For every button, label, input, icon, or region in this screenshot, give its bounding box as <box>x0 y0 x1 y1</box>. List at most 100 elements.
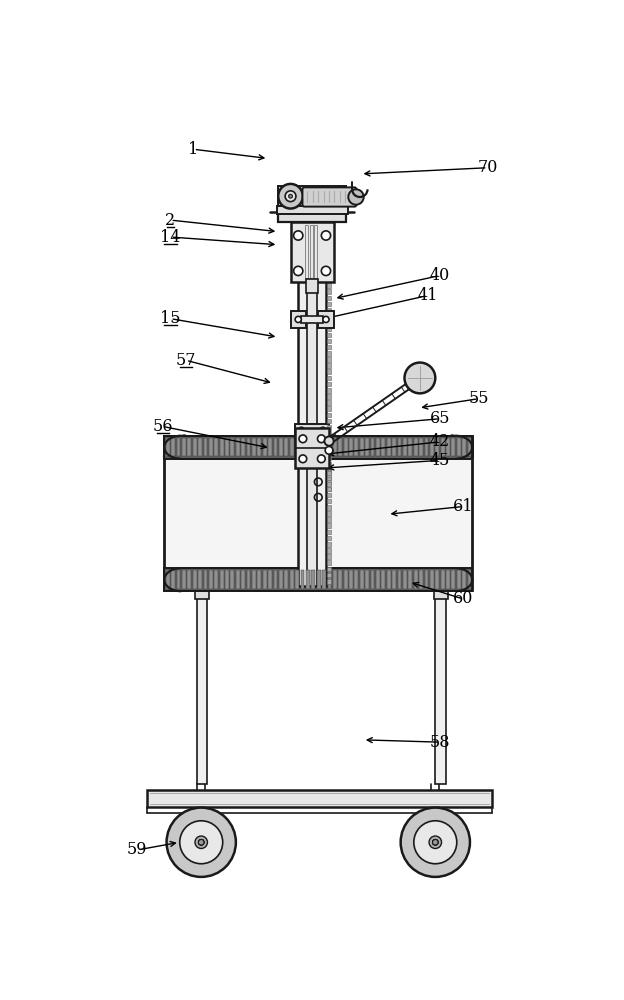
Circle shape <box>432 839 438 845</box>
Bar <box>403 438 407 456</box>
Bar <box>414 570 417 589</box>
Bar <box>327 376 331 380</box>
Circle shape <box>321 266 331 276</box>
Bar <box>327 482 331 486</box>
Bar <box>327 474 331 479</box>
Bar <box>278 186 346 206</box>
Text: 55: 55 <box>468 390 489 407</box>
Bar <box>467 570 472 589</box>
Bar <box>424 570 428 589</box>
Bar <box>381 438 385 456</box>
Bar <box>291 222 334 282</box>
Bar <box>246 438 250 456</box>
Bar <box>327 357 331 362</box>
Bar <box>295 570 299 589</box>
Circle shape <box>198 839 204 845</box>
Text: 59: 59 <box>127 841 147 858</box>
Bar <box>392 570 396 589</box>
Bar <box>327 517 331 522</box>
Bar <box>306 438 310 456</box>
Bar <box>327 567 331 571</box>
Text: 65: 65 <box>430 410 450 427</box>
Bar <box>327 314 331 319</box>
Bar <box>408 570 412 589</box>
Bar <box>327 333 331 337</box>
Bar <box>317 438 321 456</box>
Bar <box>431 794 440 800</box>
Bar <box>327 477 331 480</box>
Circle shape <box>321 231 331 240</box>
Text: 60: 60 <box>453 590 473 607</box>
Bar <box>327 277 331 282</box>
Text: 40: 40 <box>430 267 450 284</box>
Bar <box>305 225 308 278</box>
Circle shape <box>414 821 457 864</box>
Circle shape <box>198 839 204 845</box>
Bar <box>177 438 180 456</box>
Bar <box>306 570 310 589</box>
Bar <box>322 438 326 456</box>
Bar <box>273 438 278 456</box>
Bar <box>371 438 374 456</box>
Bar <box>376 438 380 456</box>
Bar <box>166 570 170 589</box>
Bar <box>344 438 348 456</box>
Circle shape <box>294 266 303 276</box>
Bar <box>301 570 305 589</box>
Circle shape <box>294 231 303 240</box>
Bar <box>387 438 391 456</box>
Bar <box>397 438 401 456</box>
Circle shape <box>180 821 223 864</box>
Circle shape <box>325 446 333 454</box>
Bar <box>349 438 353 456</box>
Bar <box>225 438 229 456</box>
Bar <box>171 570 175 589</box>
Bar <box>295 438 299 456</box>
Bar <box>327 443 331 448</box>
Bar <box>220 438 223 456</box>
Circle shape <box>429 836 442 848</box>
Bar <box>193 798 209 814</box>
Bar <box>273 570 278 589</box>
Bar <box>327 296 331 300</box>
Bar <box>322 570 326 589</box>
Circle shape <box>299 455 307 463</box>
Bar <box>182 570 186 589</box>
Bar <box>403 570 407 589</box>
Bar <box>318 311 334 328</box>
Bar <box>187 438 191 456</box>
Text: 41: 41 <box>417 287 438 304</box>
Bar <box>327 462 331 466</box>
Bar <box>301 316 323 323</box>
Circle shape <box>323 316 329 323</box>
Bar <box>285 438 288 456</box>
Circle shape <box>198 839 204 845</box>
Bar <box>446 438 450 456</box>
Bar <box>333 570 337 589</box>
Circle shape <box>298 427 305 433</box>
Bar <box>327 499 331 503</box>
Bar <box>295 428 329 468</box>
Circle shape <box>401 808 470 877</box>
Bar <box>371 570 374 589</box>
Bar <box>187 570 191 589</box>
Bar <box>327 450 331 454</box>
Circle shape <box>167 808 236 877</box>
Bar <box>327 505 331 510</box>
Circle shape <box>299 435 307 443</box>
Bar <box>430 438 434 456</box>
Bar <box>446 570 450 589</box>
Bar <box>197 590 207 784</box>
Bar <box>354 438 358 456</box>
Text: 42: 42 <box>430 433 450 450</box>
Bar <box>236 438 240 456</box>
Bar <box>317 570 321 589</box>
Bar <box>419 438 423 456</box>
Text: 14: 14 <box>160 229 180 246</box>
Circle shape <box>318 435 325 443</box>
Bar <box>327 471 331 475</box>
Bar <box>241 438 245 456</box>
Bar <box>290 570 294 589</box>
Bar <box>436 438 439 456</box>
Bar <box>462 438 466 456</box>
